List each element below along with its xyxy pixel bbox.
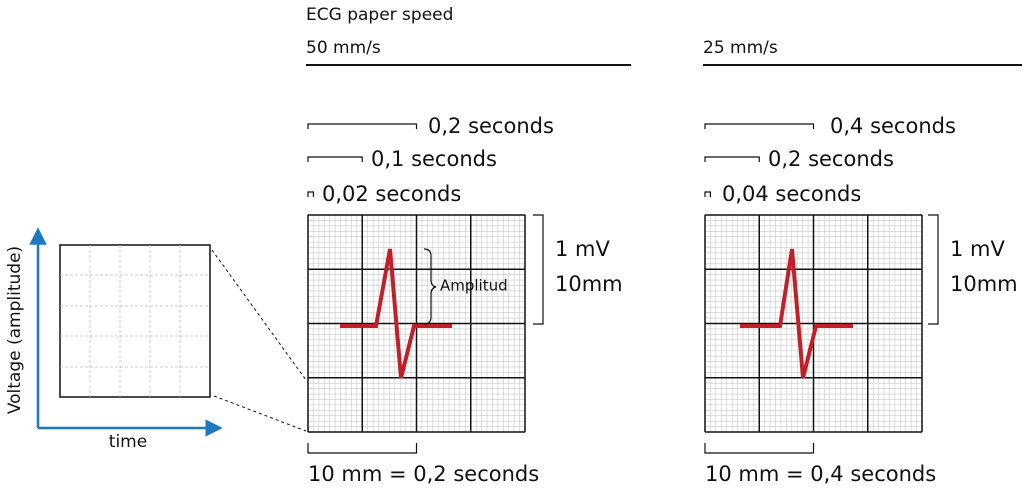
voltage-label: 1 mV — [950, 237, 1005, 261]
amplitude-brace — [423, 248, 437, 325]
ecg-trace — [340, 248, 452, 379]
voltage-bracket — [533, 214, 544, 325]
title: ECG paper speed — [306, 5, 453, 25]
amplitude-label: Amplitud — [440, 277, 508, 295]
scale-bracket — [307, 191, 315, 197]
paper-speed: 25 mm/s — [703, 38, 778, 58]
scale-label: 0,1 seconds — [371, 147, 497, 171]
scale-label: 0,2 seconds — [768, 147, 894, 171]
scale-bracket — [307, 123, 418, 129]
scale-label: 0,4 seconds — [830, 114, 956, 138]
voltage-bracket — [928, 214, 939, 325]
footer-bracket — [307, 443, 418, 454]
scale-label: 0,04 seconds — [722, 182, 861, 206]
scale-label: 0,02 seconds — [322, 182, 461, 206]
footer-bracket — [704, 443, 815, 454]
scale-bracket — [704, 156, 760, 162]
scale-label: 0,2 seconds — [428, 114, 554, 138]
scale-bracket — [704, 191, 712, 197]
small-grid — [59, 244, 211, 398]
y-axis-label: Voltage (amplitude) — [5, 246, 25, 414]
scale-bracket — [307, 156, 363, 162]
grid-major — [307, 214, 526, 433]
height-label: 10mm — [950, 272, 1018, 296]
footer-label: 10 mm = 0,2 seconds — [308, 462, 539, 486]
footer-label: 10 mm = 0,4 seconds — [705, 462, 936, 486]
grid-major — [704, 214, 923, 433]
x-axis-label: time — [109, 432, 147, 452]
ecg-trace — [740, 248, 853, 379]
zoom-lines — [211, 249, 307, 432]
height-label: 10mm — [555, 272, 623, 296]
voltage-label: 1 mV — [555, 237, 610, 261]
scale-bracket — [704, 123, 815, 129]
paper-speed: 50 mm/s — [306, 38, 381, 58]
